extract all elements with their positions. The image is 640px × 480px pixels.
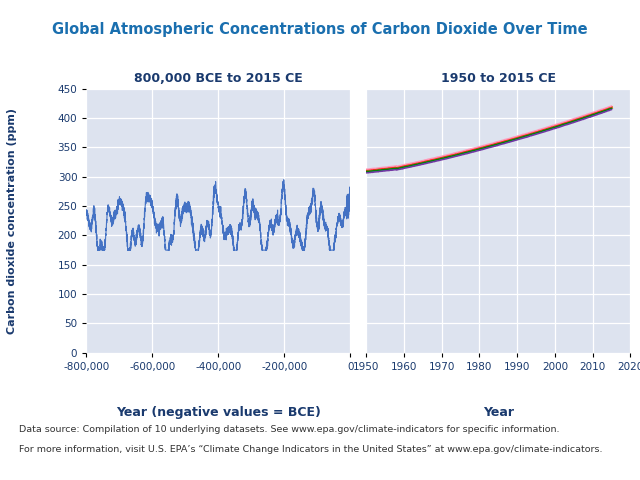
- Text: Year (negative values = BCE): Year (negative values = BCE): [116, 406, 321, 419]
- Text: Carbon dioxide concentration (ppm): Carbon dioxide concentration (ppm): [6, 108, 17, 334]
- Text: Data source: Compilation of 10 underlying datasets. See www.epa.gov/climate-indi: Data source: Compilation of 10 underlyin…: [19, 425, 560, 434]
- Text: Global Atmospheric Concentrations of Carbon Dioxide Over Time: Global Atmospheric Concentrations of Car…: [52, 22, 588, 36]
- Title: 800,000 BCE to 2015 CE: 800,000 BCE to 2015 CE: [134, 72, 303, 85]
- Title: 1950 to 2015 CE: 1950 to 2015 CE: [441, 72, 556, 85]
- Text: Year: Year: [483, 406, 514, 419]
- Text: For more information, visit U.S. EPA’s “Climate Change Indicators in the United : For more information, visit U.S. EPA’s “…: [19, 445, 603, 455]
